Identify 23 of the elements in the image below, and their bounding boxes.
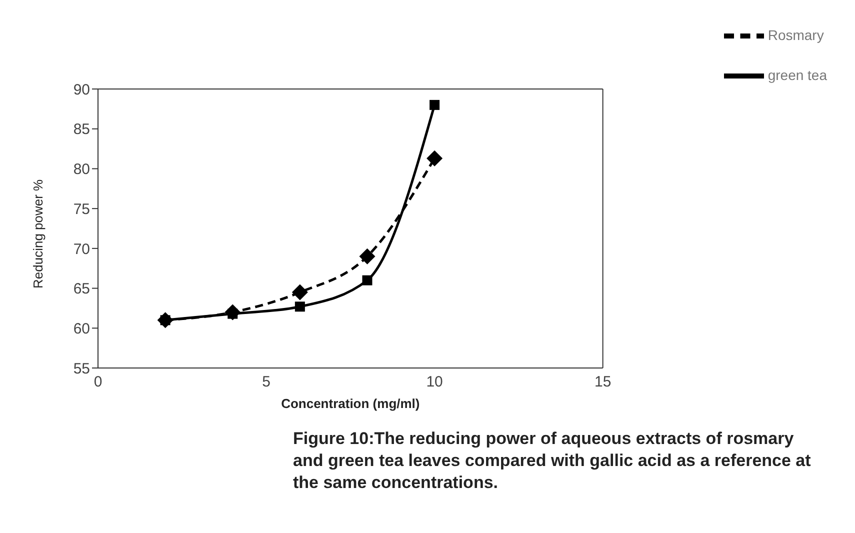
y-tick-label: 90 — [73, 81, 90, 98]
point — [292, 284, 308, 300]
x-tick-label: 15 — [594, 374, 612, 391]
point — [430, 100, 440, 110]
x-tick-label: 0 — [94, 374, 102, 391]
point — [359, 248, 376, 264]
y-axis-title: Reducing power % — [30, 178, 46, 288]
y-tick-label: 75 — [73, 200, 90, 218]
point — [426, 150, 443, 166]
x-axis-title: Concentration (mg/ml) — [281, 396, 420, 411]
point — [362, 275, 372, 286]
y-tick-label: 70 — [73, 240, 90, 258]
x-tick-label: 5 — [262, 374, 270, 391]
y-tick-label: 85 — [73, 121, 90, 138]
x-tick-label: 10 — [426, 374, 443, 391]
y-tick-label: 80 — [73, 161, 90, 178]
y-tick-label: 55 — [73, 360, 90, 378]
legend-label: Rosmary — [768, 27, 824, 44]
caption: Figure 10:The reducing power of aqueous extracts of rosmary and green tea leaves compared with gallic acid as a reference at the same concentrations. — [293, 428, 812, 494]
point — [294, 302, 305, 312]
legend-label: green tea — [768, 67, 827, 84]
y-tick-label: 60 — [73, 320, 90, 338]
y-tick-label: 65 — [73, 280, 90, 298]
